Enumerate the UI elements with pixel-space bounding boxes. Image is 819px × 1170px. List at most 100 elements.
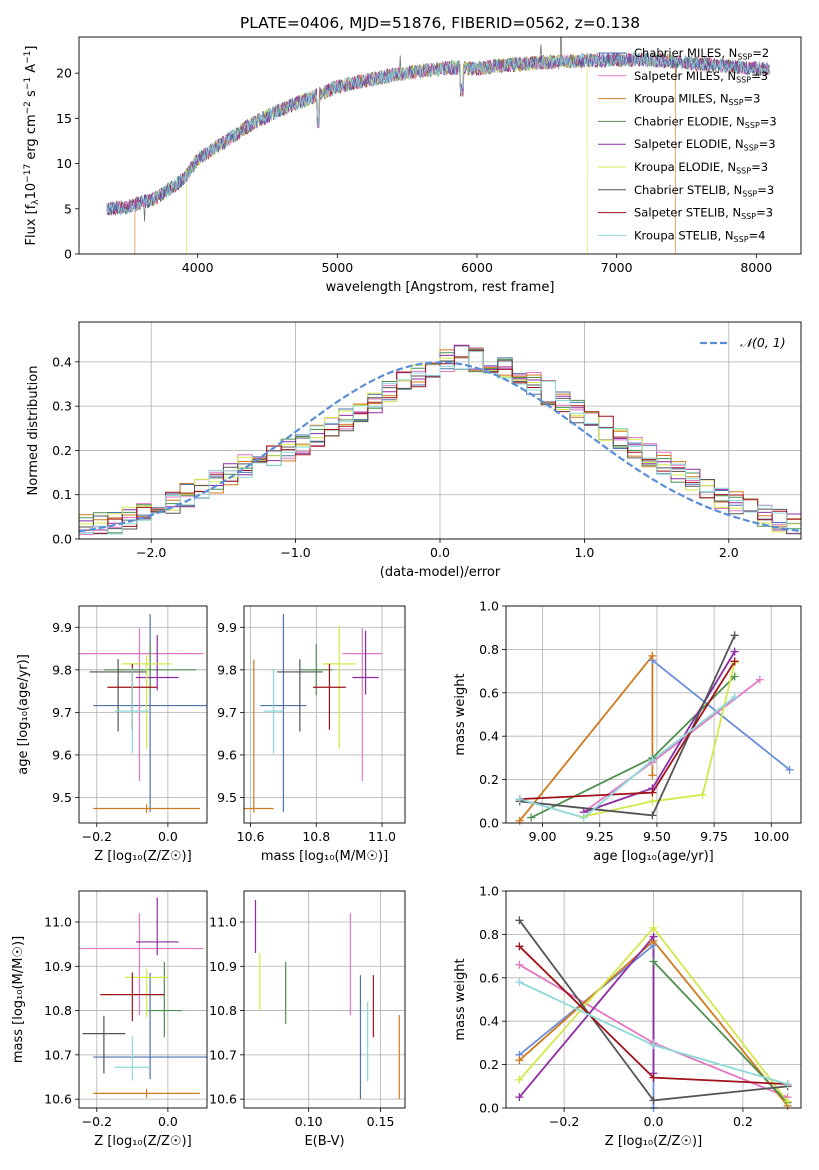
y-tick-label: 0.2 — [52, 443, 72, 458]
y-tick-label: 11.0 — [44, 915, 72, 930]
panel-residuals: −2.0 −1.0 0.0 1.0 2.0 0.0 0.1 0.2 0.3 0.4 𝒩(0, 1) (… — [26, 321, 802, 580]
weight-marker-kroupa_elodie — [649, 923, 658, 932]
x-tick-label: −1.0 — [280, 545, 310, 560]
x-axis-label: mass [log₁₀(M/M☉)] — [261, 849, 388, 864]
x-axis-label: Z [log₁₀(Z/Z☉)] — [94, 849, 191, 864]
x-tick-label: 0.0 — [430, 545, 450, 560]
weight-marker-chabrier_miles — [785, 765, 794, 774]
weight-line-chabrier_stelib — [519, 634, 736, 817]
x-tick-label: −0.2 — [82, 1114, 112, 1129]
weight-marker-kroupa_elodie — [698, 790, 707, 799]
weight-marker-kroupa_miles — [515, 816, 524, 825]
histogram-kroupa_stelib — [79, 351, 801, 539]
weight-marker-kroupa_miles — [648, 651, 657, 660]
weight-marker-kroupa_elodie — [515, 1075, 524, 1084]
weight-marker-salpeter_elodie — [730, 647, 739, 656]
weight-marker-kroupa_stelib — [515, 795, 524, 804]
panel-age-vs-mass: 10.6 10.8 11.0 9.5 9.6 9.7 9.8 9.9 mass [log₁₀(M… — [217, 605, 406, 864]
x-tick-label: 0.15 — [367, 1114, 395, 1129]
y-tick-label: 0.6 — [479, 685, 499, 700]
figure-title: PLATE=0406, MJD=51876, FIBERID=0562, z=0… — [240, 14, 640, 32]
y-tick-label: 10.6 — [44, 1092, 72, 1107]
weight-line-kroupa_stelib — [519, 696, 736, 819]
y-tick-label: 0 — [64, 247, 72, 262]
y-axis-label: mass [log₁₀(M/M☉)] — [11, 936, 26, 1063]
weight-marker-chabrier_elodie — [730, 672, 739, 681]
x-tick-label: 8000 — [740, 260, 772, 275]
x-tick-label: 0.2 — [733, 1114, 753, 1129]
y-tick-label: 0.4 — [479, 729, 499, 744]
x-tick-label: 9.50 — [643, 829, 671, 844]
plot-area-mass-vs-z — [79, 897, 207, 1098]
y-tick-label: 1.0 — [479, 599, 499, 614]
weight-line-chabrier_elodie — [652, 960, 789, 1104]
weight-marker-kroupa_miles — [648, 771, 657, 780]
y-tick-label: 0.0 — [479, 1101, 499, 1116]
weight-marker-chabrier_stelib — [649, 1096, 658, 1105]
y-tick-label: 9.5 — [217, 790, 237, 805]
weight-marker-kroupa_elodie — [648, 797, 657, 806]
axes-frame — [78, 890, 208, 1109]
x-tick-label: 9.75 — [700, 829, 728, 844]
x-tick-label: 5000 — [321, 260, 353, 275]
y-tick-label: 20 — [56, 66, 72, 81]
axes-frame — [243, 605, 406, 824]
legend-entry-gaussian: 𝒩(0, 1) — [740, 335, 786, 350]
x-tick-label: 4000 — [182, 260, 214, 275]
panel-weight-vs-age: 9.00 9.25 9.50 9.75 10.00 0.0 0.2 0.4 0.6 0.8 1.0 a… — [453, 599, 802, 864]
x-tick-label: 10.00 — [753, 829, 789, 844]
y-tick-label: 0.4 — [479, 1014, 499, 1029]
y-tick-label: 0.8 — [479, 927, 499, 942]
plot-area-mass-vs-ebv — [254, 899, 400, 1100]
x-axis-label: age [log₁₀(age/yr)] — [593, 849, 714, 864]
weight-marker-kroupa_stelib — [649, 1041, 658, 1050]
weight-marker-kroupa_miles — [515, 1056, 524, 1065]
x-tick-label: 1.0 — [574, 545, 594, 560]
x-tick-label: 6000 — [461, 260, 493, 275]
legend-entry-kroupa_stelib: Kroupa STELIB, NSSP=4 — [634, 228, 765, 244]
panel-mass-vs-ebv: 0.10 0.15 10.6 10.7 10.8 10.9 11.0 E(B-V) — [209, 890, 406, 1149]
y-tick-label: 9.8 — [217, 662, 237, 677]
y-axis-label: age [log₁₀(age/yr)] — [16, 654, 31, 775]
y-tick-label: 0.4 — [52, 354, 72, 369]
weight-marker-salpeter_stelib — [730, 657, 739, 666]
x-tick-label: 9.00 — [529, 829, 557, 844]
panel-mass-vs-z: −0.2 0.0 10.6 10.7 10.8 10.9 11.0 Z [log₁₀(Z/Z☉… — [11, 890, 208, 1149]
x-tick-label: 0.0 — [158, 1114, 178, 1129]
weight-line-kroupa_elodie — [583, 662, 736, 818]
y-axis-label: mass weight — [453, 673, 468, 755]
plot-area-age-vs-mass — [244, 614, 382, 813]
weight-marker-chabrier_stelib — [648, 811, 657, 820]
panel-spectrum: 4000 5000 6000 7000 8000 0 5 10 15 20 Chabrier MIL… — [23, 36, 802, 295]
weight-marker-kroupa_stelib — [515, 978, 524, 987]
legend-entry-chabrier_stelib: Chabrier STELIB, NSSP=3 — [634, 183, 774, 199]
spectrum-legend: Chabrier MILES, NSSP=2 Salpeter MILES, NS… — [598, 46, 777, 244]
y-tick-label: 10.7 — [209, 1047, 237, 1062]
legend-entry-salpeter_stelib: Salpeter STELIB, NSSP=3 — [634, 206, 773, 222]
weight-line-salpeter_stelib — [519, 660, 736, 800]
weight-marker-salpeter_stelib — [515, 942, 524, 951]
spectrum-line-kroupa_stelib — [106, 51, 771, 217]
axes-frame — [505, 890, 802, 1109]
weight-marker-salpeter_miles — [515, 960, 524, 969]
y-axis-label: Normed distribution — [26, 366, 41, 496]
weight-line-chabrier_miles — [651, 659, 791, 771]
plot-area-age-vs-z — [79, 614, 207, 813]
x-axis-label: Z [log₁₀(Z/Z☉)] — [94, 1134, 191, 1149]
axes-frame — [78, 36, 802, 255]
y-tick-label: 15 — [56, 111, 72, 126]
y-tick-label: 9.6 — [217, 747, 237, 762]
y-tick-label: 10 — [56, 156, 72, 171]
weight-marker-kroupa_stelib — [730, 693, 739, 702]
weight-marker-salpeter_miles — [755, 675, 764, 684]
y-tick-label: 10.9 — [44, 959, 72, 974]
y-tick-label: 11.0 — [209, 915, 237, 930]
axes-frame — [505, 605, 802, 824]
axes-frame — [243, 890, 406, 1109]
panel-age-vs-z: −0.2 0.0 9.5 9.6 9.7 9.8 9.9 Z [log₁₀(Z/Z☉)] age… — [16, 605, 208, 864]
legend-entry-salpeter_miles: Salpeter MILES, NSSP=3 — [634, 69, 768, 85]
y-tick-label: 5 — [64, 201, 72, 216]
y-tick-label: 0.8 — [479, 642, 499, 657]
spectrum-line-kroupa_miles — [134, 52, 676, 254]
